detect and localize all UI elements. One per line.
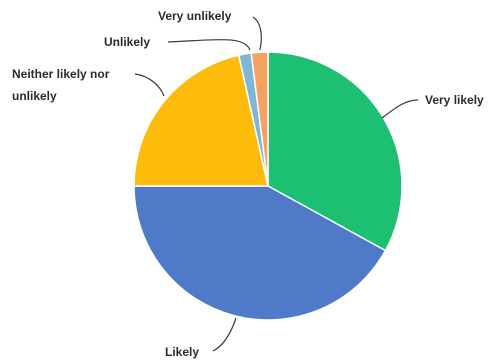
label-unlikely: Unlikely	[104, 35, 150, 49]
label-likely: Likely	[165, 345, 199, 359]
label-neither-line2: unlikely	[12, 89, 57, 103]
label-very-unlikely: Very unlikely	[158, 9, 232, 23]
leader-neither	[134, 73, 165, 97]
pie-slices	[133, 51, 403, 321]
pie-slice-likely	[133, 185, 387, 321]
pie-slice-very-unlikely	[250, 51, 269, 187]
leader-very-unlikely	[252, 16, 262, 51]
pie-slice-very-likely	[267, 51, 403, 252]
leader-unlikely	[167, 39, 251, 51]
label-very-likely: Very likely	[425, 93, 484, 107]
pie-slice-neither-likely-nor-unlikely	[133, 54, 269, 187]
leader-very-likely	[381, 99, 419, 119]
label-neither-line1: Neither likely nor	[12, 67, 110, 81]
leader-likely	[212, 317, 237, 352]
